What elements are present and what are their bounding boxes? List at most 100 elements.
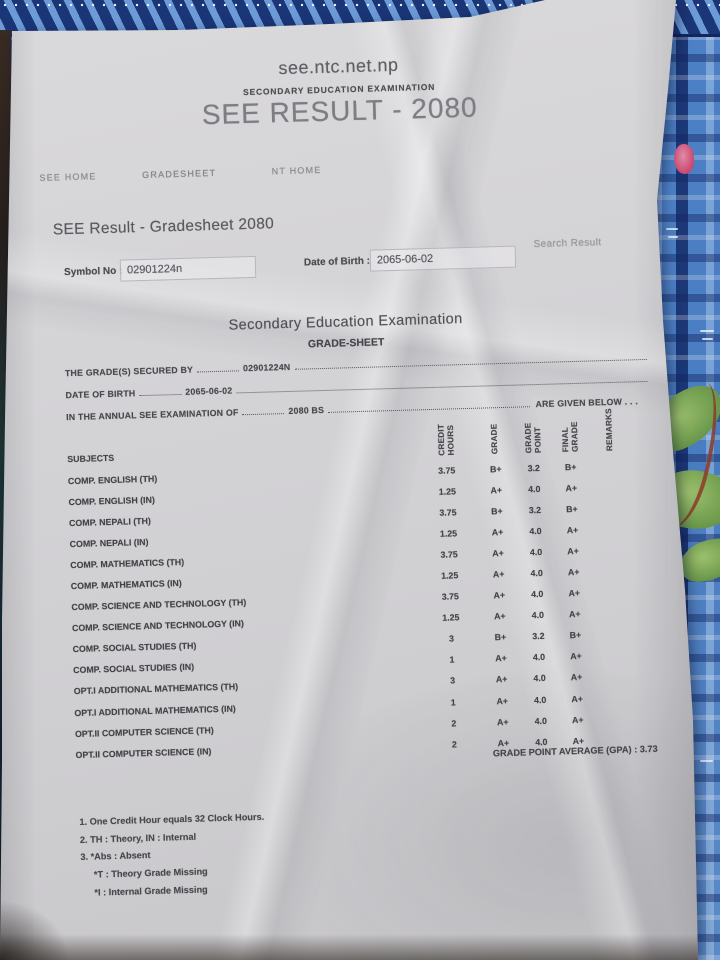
final-grade-cell: A+ [570, 672, 583, 683]
remarks-cell [590, 465, 632, 466]
remarks-cell [595, 655, 637, 656]
fabric-mark [700, 330, 714, 332]
final-grade-cell: B+ [564, 461, 577, 472]
credit-hours-cell: 1.25 [442, 612, 460, 623]
symbol-no-input[interactable]: 02901224n [119, 255, 257, 282]
final-grade-cell: A+ [568, 588, 581, 599]
dot-leader [294, 358, 647, 370]
nav-link-nt-home[interactable]: NT HOME [271, 164, 322, 177]
credit-hours-cell: 3.75 [441, 591, 459, 602]
gpa-value: 3.73 [639, 743, 658, 755]
remarks-cell [594, 613, 636, 614]
remarks-cell [591, 528, 633, 529]
credit-hours-cell: 1.25 [438, 485, 457, 497]
credit-hours-cell: 3.75 [439, 507, 457, 518]
final-grade-cell: A+ [568, 609, 581, 620]
search-form: Symbol No : 02901224n Date of Birth : 20… [0, 237, 694, 291]
remarks-cell [597, 739, 639, 740]
grade-cell: A+ [495, 674, 508, 685]
credit-hours-cell: 3.75 [440, 549, 458, 560]
final-grade-cell: A+ [567, 566, 580, 578]
fabric-mark [668, 236, 678, 238]
remarks-cell [592, 549, 634, 550]
grade-header: GRADE [489, 423, 500, 455]
grade-point-cell: 3.2 [528, 504, 542, 516]
credit-hours-header: CREDIT HOURS [436, 423, 456, 456]
grade-cell: A+ [492, 569, 505, 580]
dob-line-label: DATE OF BIRTH [65, 388, 136, 401]
grade-cell: B+ [489, 463, 502, 474]
credit-hours-cell: 1.25 [439, 528, 458, 539]
secured-by-line: THE GRADE(S) SECURED BY 02901224N [65, 352, 651, 378]
grade-point-cell: 4.0 [531, 610, 545, 621]
remarks-cell [591, 507, 633, 508]
grade-cell: A+ [496, 716, 509, 727]
grade-cell: A+ [496, 695, 509, 706]
grade-cell: A+ [491, 526, 504, 538]
grade-cell: A+ [493, 590, 506, 601]
remarks-cell [596, 697, 638, 698]
grades-table-header: SUBJECTS CREDIT HOURS GRADE GRADE POINT … [66, 394, 637, 466]
nav-bar: SEE HOME GRADESHEET NT HOME [39, 165, 321, 183]
secured-by-value: 02901224N [242, 361, 291, 374]
nav-link-see-home[interactable]: SEE HOME [39, 171, 97, 183]
final-grade-cell: A+ [571, 693, 584, 704]
dob-line-value: 2065-06-02 [185, 385, 233, 397]
remarks-cell [596, 676, 638, 677]
fabric-mark [700, 760, 713, 762]
dot-leader [236, 380, 648, 394]
grade-point-cell: 4.0 [533, 694, 547, 705]
grades-table-rows: COMP. ENGLISH (TH) 3.75 B+ 3.2 B+ COMP. … [68, 454, 646, 765]
credit-hours-cell: 2 [451, 718, 457, 729]
final-grade-cell: A+ [567, 545, 579, 557]
grade-point-cell: 3.2 [532, 631, 545, 642]
credit-hours-cell: 1 [449, 654, 455, 665]
credit-hours-cell: 3 [448, 633, 455, 644]
nav-link-gradesheet[interactable]: GRADESHEET [142, 167, 217, 180]
credit-hours-cell: 1 [450, 696, 456, 708]
final-grade-cell: B+ [569, 630, 582, 641]
section-title: SEE Result - Gradesheet 2080 [52, 215, 275, 239]
grade-point-cell: 4.0 [530, 567, 543, 579]
grade-point-cell: 4.0 [534, 715, 548, 726]
grade-cell: A+ [490, 484, 503, 495]
grade-point-cell: 4.0 [530, 589, 544, 600]
grade-point-cell: 4.0 [533, 673, 546, 684]
dot-leader [139, 393, 182, 397]
symbol-no-label: Symbol No : [63, 265, 123, 279]
final-grade-cell: A+ [571, 714, 584, 725]
grade-point-cell: 3.2 [527, 462, 540, 473]
footnotes: 1. One Credit Hour equals 32 Clock Hours… [79, 809, 266, 902]
grade-point-cell: 4.0 [528, 483, 541, 494]
dob-label: Date of Birth : [303, 255, 371, 269]
grade-point-cell: 4.0 [529, 525, 542, 537]
remarks-cell [593, 591, 635, 592]
grade-point-cell: 4.0 [532, 652, 546, 663]
final-grade-header: FINAL GRADE [560, 421, 580, 453]
grade-point-cell: 4.0 [529, 546, 543, 558]
remarks-cell [597, 718, 639, 719]
fabric-flower-pattern [674, 144, 694, 174]
grade-cell: B+ [491, 505, 503, 517]
dob-input[interactable]: 2065-06-02 [369, 245, 517, 272]
final-grade-cell: A+ [565, 482, 578, 493]
final-grade-cell: A+ [566, 524, 579, 536]
fabric-mark [666, 228, 678, 230]
credit-hours-cell: 3 [450, 675, 456, 687]
grade-cell: A+ [493, 611, 506, 622]
secured-by-label: THE GRADE(S) SECURED BY [64, 364, 194, 379]
search-result-button[interactable]: Search Result [533, 237, 602, 251]
remarks-cell [594, 634, 636, 635]
grade-point-cell: 4.0 [535, 736, 548, 747]
fabric-mark [702, 338, 713, 340]
remarks-cell [590, 486, 632, 487]
grade-cell: A+ [492, 547, 504, 559]
final-grade-cell: B+ [566, 503, 578, 514]
final-grade-cell: A+ [570, 651, 582, 662]
credit-hours-cell: 1.25 [441, 570, 459, 581]
dot-leader [197, 370, 240, 373]
